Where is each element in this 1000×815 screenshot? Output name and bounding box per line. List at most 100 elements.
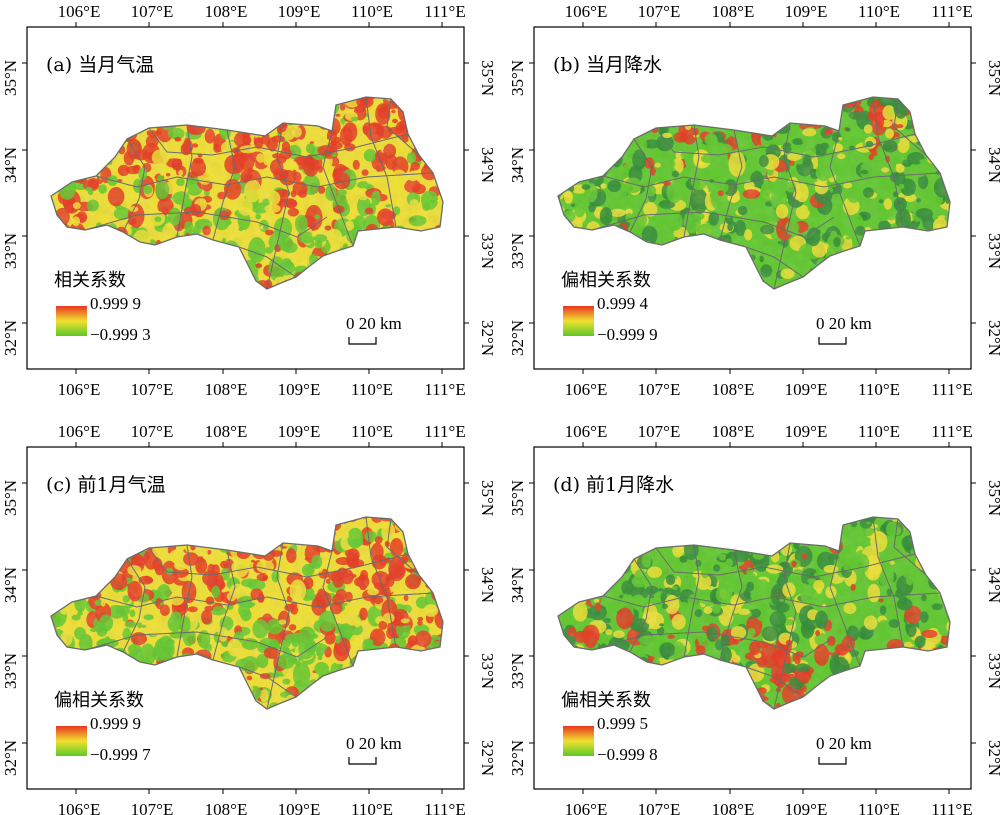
lat-tick-label-right: 33°N — [478, 653, 497, 689]
lat-tick-label-left: 34°N — [508, 567, 527, 603]
panel-c: 106°E 106°E 107°E 107°E 108°E 108°E 109°E 109°E… — [1, 422, 497, 815]
lon-tick-label-top: 108°E — [205, 422, 248, 441]
scale-bar-label: 0 20 km — [816, 314, 872, 333]
lat-tick-label-left: 33°N — [1, 653, 20, 689]
county-boundary — [745, 246, 804, 278]
lat-tick-label-left: 35°N — [508, 60, 527, 96]
lon-tick-label-bottom: 111°E — [424, 380, 465, 399]
lat-tick-label-left: 34°N — [508, 147, 527, 183]
lon-tick-label-top: 111°E — [931, 422, 972, 441]
county-boundary — [683, 544, 700, 658]
county-boundary — [872, 517, 904, 648]
lon-tick-label-bottom: 107°E — [638, 800, 681, 815]
legend-colorbar — [563, 726, 594, 756]
lat-tick-label-right: 34°N — [478, 567, 497, 603]
lat-tick-label-left: 34°N — [1, 567, 20, 603]
county-boundary — [893, 98, 927, 156]
lat-tick-label-left: 35°N — [508, 480, 527, 516]
panel-a: 106°E 106°E 107°E 107°E 108°E 108°E 109°E 109°E… — [1, 2, 497, 399]
lon-tick-label-bottom: 110°E — [351, 800, 393, 815]
lon-tick-label-top: 107°E — [638, 2, 681, 21]
lon-tick-label-top: 108°E — [712, 2, 755, 21]
lon-tick-label-bottom: 108°E — [205, 380, 248, 399]
lon-tick-label-bottom: 108°E — [712, 800, 755, 815]
lon-tick-label-top: 106°E — [565, 422, 608, 441]
lon-tick-label-top: 110°E — [351, 422, 393, 441]
lat-tick-label-right: 35°N — [478, 60, 497, 96]
county-boundary — [122, 558, 146, 653]
lon-tick-label-bottom: 106°E — [565, 380, 608, 399]
lon-tick-label-bottom: 111°E — [424, 800, 465, 815]
lat-tick-label-right: 35°N — [478, 480, 497, 516]
scale-bar — [348, 337, 377, 345]
panel-title: (b) 当月降水 — [553, 54, 662, 76]
county-boundary — [95, 172, 434, 188]
legend-max-label: 0.999 9 — [90, 294, 141, 313]
lat-tick-label-left: 35°N — [1, 480, 20, 516]
lon-tick-label-top: 110°E — [351, 2, 393, 21]
county-boundary — [386, 98, 420, 156]
lat-tick-label-left: 33°N — [1, 233, 20, 269]
lon-tick-label-top: 110°E — [858, 2, 900, 21]
lat-tick-label-left: 32°N — [508, 740, 527, 776]
county-boundary — [238, 246, 297, 278]
region-outline — [50, 96, 444, 290]
lon-tick-label-top: 107°E — [638, 422, 681, 441]
lon-tick-label-top: 106°E — [565, 2, 608, 21]
lat-tick-label-right: 34°N — [985, 147, 1000, 183]
lat-tick-label-right: 34°N — [478, 147, 497, 183]
lat-tick-label-left: 32°N — [1, 320, 20, 356]
legend-max-label: 0.999 4 — [597, 294, 649, 313]
lon-tick-label-bottom: 106°E — [565, 800, 608, 815]
lon-tick-label-top: 106°E — [58, 422, 101, 441]
lon-tick-label-bottom: 108°E — [712, 380, 755, 399]
lat-tick-label-left: 33°N — [508, 653, 527, 689]
lon-tick-label-top: 108°E — [712, 422, 755, 441]
scale-bar-label: 0 20 km — [816, 734, 872, 753]
scale-bar — [818, 337, 847, 345]
lon-tick-label-top: 109°E — [278, 2, 321, 21]
lon-tick-label-bottom: 106°E — [58, 800, 101, 815]
county-boundary — [629, 138, 653, 233]
county-boundary — [591, 211, 835, 238]
scale-bar — [348, 757, 377, 765]
legend-title: 偏相关系数 — [561, 690, 651, 711]
legend-max-label: 0.999 9 — [90, 714, 141, 733]
lat-tick-label-right: 32°N — [985, 740, 1000, 776]
county-boundary — [122, 138, 146, 233]
lon-tick-label-bottom: 107°E — [638, 380, 681, 399]
county-boundary — [365, 517, 397, 648]
county-boundary — [655, 547, 916, 578]
legend-title: 偏相关系数 — [561, 270, 651, 291]
lat-tick-label-right: 32°N — [985, 320, 1000, 356]
panel-d: 106°E 106°E 107°E 107°E 108°E 108°E 109°E 109°E… — [508, 422, 1000, 815]
scale-bar-label: 0 20 km — [346, 314, 402, 333]
legend-min-label: −0.999 3 — [90, 325, 151, 344]
lon-tick-label-top: 110°E — [858, 422, 900, 441]
legend-colorbar — [56, 726, 87, 756]
county-boundary — [148, 127, 409, 158]
lat-tick-label-left: 34°N — [1, 147, 20, 183]
county-boundary — [365, 97, 397, 228]
legend-colorbar — [563, 306, 594, 336]
lon-tick-label-bottom: 110°E — [858, 800, 900, 815]
county-boundary — [95, 592, 434, 608]
panel-b: 106°E 106°E 107°E 107°E 108°E 108°E 109°E 109°E… — [508, 2, 1000, 399]
lon-tick-label-bottom: 109°E — [278, 380, 321, 399]
lon-tick-label-top: 108°E — [205, 2, 248, 21]
county-boundary — [745, 666, 804, 698]
lon-tick-label-bottom: 109°E — [278, 800, 321, 815]
lon-tick-label-bottom: 109°E — [785, 800, 828, 815]
scale-bar — [818, 757, 847, 765]
lon-tick-label-bottom: 109°E — [785, 380, 828, 399]
lon-tick-label-top: 107°E — [131, 2, 174, 21]
legend-min-label: −0.999 8 — [597, 745, 658, 764]
lon-tick-label-top: 111°E — [424, 422, 465, 441]
legend-title: 相关系数 — [54, 270, 126, 291]
lat-tick-label-right: 35°N — [985, 60, 1000, 96]
lon-tick-label-bottom: 107°E — [131, 380, 174, 399]
lat-tick-label-left: 33°N — [508, 233, 527, 269]
region-outline — [557, 96, 951, 290]
county-boundary — [591, 631, 835, 658]
